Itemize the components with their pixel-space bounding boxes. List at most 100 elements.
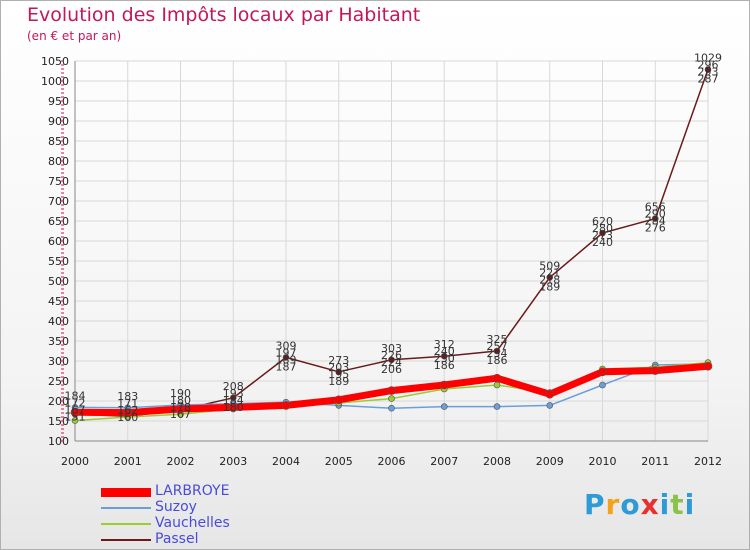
y-tick-label: 700 <box>48 195 69 208</box>
data-label: 206 <box>381 363 402 376</box>
data-label: 190 <box>170 387 191 400</box>
data-point-suzoy <box>546 402 554 409</box>
data-label: 1029 <box>694 51 722 64</box>
legend-item-passel: Passel <box>101 531 301 548</box>
data-point-vauchelles <box>71 417 79 424</box>
data-label: 167 <box>65 403 86 416</box>
data-label: 293 <box>698 65 719 78</box>
data-label: 203 <box>328 361 349 374</box>
data-label: 224 <box>381 356 402 369</box>
data-label: 257 <box>487 340 508 353</box>
data-label: 183 <box>117 390 138 403</box>
y-tick-label: 900 <box>48 115 69 128</box>
legend-item-vauchelles: Vauchelles <box>101 515 301 532</box>
data-point-passel <box>704 66 712 73</box>
data-label: 162 <box>117 404 138 417</box>
data-label: 290 <box>645 208 666 221</box>
legend-label: LARBROYE <box>155 483 230 499</box>
data-point-larbroye <box>387 386 396 395</box>
data-label: 218 <box>539 273 560 286</box>
data-label: 208 <box>223 380 244 393</box>
y-tick-label: 650 <box>48 215 69 228</box>
data-label: 226 <box>381 349 402 362</box>
data-point-passel <box>546 274 554 281</box>
data-label: 160 <box>117 411 138 424</box>
y-tick-label: 250 <box>48 375 69 388</box>
x-tick-label: 2006 <box>378 455 406 468</box>
data-label: 186 <box>487 354 508 367</box>
legend-item-larbroye: LARBROYE <box>101 483 301 500</box>
data-point-larbroye <box>598 367 607 377</box>
y-tick-label: 400 <box>48 315 69 328</box>
x-tick-label: 2005 <box>325 455 353 468</box>
y-tick-label: 450 <box>48 295 69 308</box>
data-label: 325 <box>487 333 508 346</box>
y-tick-label: 500 <box>48 275 69 288</box>
data-point-suzoy <box>388 404 395 412</box>
y-tick-label: 800 <box>48 155 69 168</box>
data-point-larbroye <box>281 401 291 410</box>
legend-swatch <box>101 523 151 525</box>
data-label: 187 <box>276 360 297 373</box>
data-label: 184 <box>65 389 86 402</box>
chart-subtitle: (en € et par an) <box>27 29 122 43</box>
data-point-vauchelles <box>493 381 501 389</box>
data-point-larbroye <box>123 408 133 417</box>
y-tick-label: 300 <box>48 355 69 368</box>
data-label: 309 <box>276 339 297 352</box>
y-tick-label: 1050 <box>41 55 69 68</box>
chart-title: Evolution des Impôts locaux par Habitant <box>27 4 421 26</box>
data-label: 151 <box>65 410 86 423</box>
data-point-larbroye <box>545 389 555 399</box>
data-point-larbroye <box>176 404 185 414</box>
data-label: 195 <box>328 368 349 381</box>
data-label: 620 <box>592 215 613 228</box>
data-label: 197 <box>276 346 297 359</box>
data-label: 167 <box>170 408 191 421</box>
data-point-suzoy <box>493 403 501 410</box>
data-point-passel <box>282 354 290 361</box>
x-tick-label: 2007 <box>430 455 458 468</box>
data-label: 189 <box>328 375 349 388</box>
data-label: 284 <box>645 215 666 228</box>
y-tick-label: 550 <box>48 255 69 268</box>
data-point-larbroye <box>228 403 238 412</box>
y-tick-label: 950 <box>48 95 69 108</box>
y-tick-label: 850 <box>48 135 69 148</box>
logo-letter: r <box>605 488 621 521</box>
data-point-passel <box>440 352 448 360</box>
data-label: 189 <box>539 280 560 293</box>
data-label: 656 <box>645 201 666 214</box>
data-label: 221 <box>539 266 560 279</box>
data-label: 193 <box>223 387 244 400</box>
data-point-suzoy <box>599 381 606 389</box>
y-tick-label: 750 <box>48 175 69 188</box>
legend: LARBROYE Suzoy Vauchelles Passel <box>101 483 301 548</box>
data-point-larbroye <box>650 366 660 375</box>
x-tick-label: 2009 <box>536 455 564 468</box>
legend-swatch <box>101 507 151 509</box>
logo-letter: P <box>584 488 606 521</box>
data-label: 184 <box>223 394 244 407</box>
data-label: 273 <box>592 229 613 242</box>
data-point-passel <box>388 356 395 364</box>
y-tick-label: 600 <box>48 235 69 248</box>
y-tick-label: 350 <box>48 335 69 348</box>
data-label: 171 <box>117 397 138 410</box>
data-point-larbroye <box>703 361 713 371</box>
data-label: 273 <box>328 354 349 367</box>
data-point-passel <box>335 368 343 376</box>
data-label: 509 <box>539 259 560 272</box>
y-tick-label: 100 <box>48 435 69 448</box>
data-label: 303 <box>381 342 402 355</box>
data-point-vauchelles <box>388 395 395 402</box>
data-label: 312 <box>434 338 455 351</box>
legend-item-suzoy: Suzoy <box>101 499 301 516</box>
data-label: 296 <box>698 58 719 71</box>
logo-letter: i <box>684 488 696 521</box>
data-label: 280 <box>592 222 613 235</box>
data-label: 186 <box>434 359 455 372</box>
x-tick-label: 2008 <box>483 455 511 468</box>
x-tick-label: 2004 <box>272 455 300 468</box>
